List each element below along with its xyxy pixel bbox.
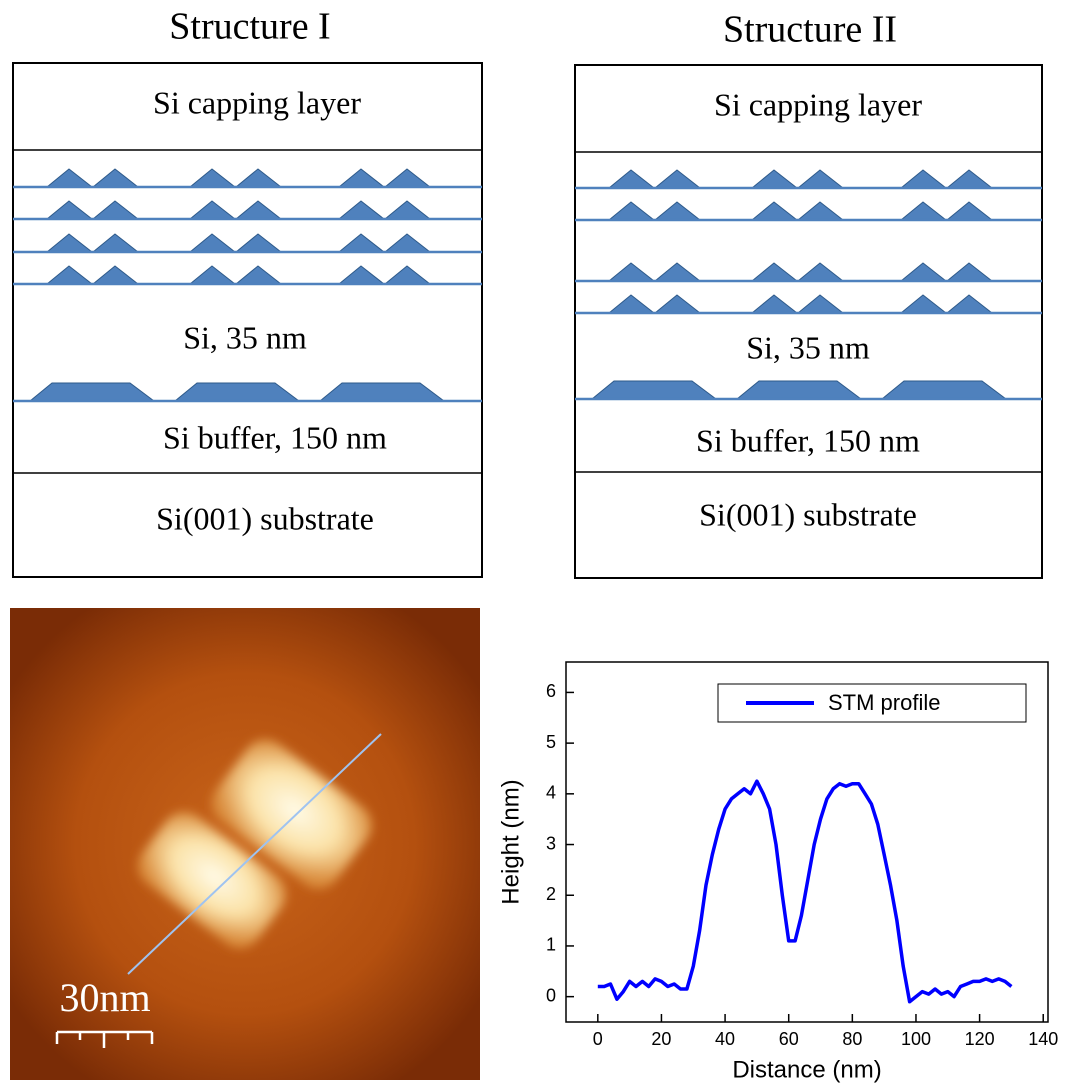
y-tick-label: 6 — [546, 681, 556, 701]
x-tick-label: 100 — [901, 1029, 931, 1049]
line-series — [598, 781, 1012, 1002]
dot — [93, 234, 138, 252]
layer-label: Si capping layer — [153, 84, 361, 120]
dot — [190, 169, 235, 187]
dot — [609, 295, 654, 313]
dot — [93, 266, 138, 284]
x-tick-label: 60 — [779, 1029, 799, 1049]
layer-label: Si buffer, 150 nm — [696, 422, 920, 458]
x-tick-label: 80 — [842, 1029, 862, 1049]
dot — [47, 169, 92, 187]
y-axis-label: Height (nm) — [497, 779, 524, 904]
dot — [609, 202, 654, 220]
dot — [385, 266, 430, 284]
dome — [320, 383, 444, 401]
y-tick-label: 4 — [546, 783, 556, 803]
dot — [947, 295, 992, 313]
dot — [655, 263, 700, 281]
dot — [752, 263, 797, 281]
dome — [30, 383, 154, 401]
line-chart: 0 20 40 60 80 100 120 140 0 1 2 3 4 5 6 Distance (nm) He… — [497, 662, 1058, 1083]
y-tick-label: 0 — [546, 985, 556, 1005]
dome — [882, 381, 1006, 399]
dot — [93, 169, 138, 187]
layer-label: Si(001) substrate — [156, 500, 374, 536]
layer-label: Si, 35 nm — [746, 329, 870, 365]
quantum-dots — [13, 169, 1042, 401]
x-tick-label: 120 — [965, 1029, 995, 1049]
dot — [947, 202, 992, 220]
dot — [901, 202, 946, 220]
dot — [339, 201, 384, 219]
dot — [47, 234, 92, 252]
structure-title: Structure I — [169, 6, 330, 48]
x-tick-label: 140 — [1028, 1029, 1058, 1049]
dot — [752, 202, 797, 220]
dot — [339, 266, 384, 284]
dot — [798, 170, 843, 188]
dot — [236, 234, 281, 252]
dot — [236, 169, 281, 187]
dot — [236, 266, 281, 284]
scale-label: 30nm — [59, 975, 150, 1020]
dot — [798, 263, 843, 281]
dot — [339, 169, 384, 187]
dot — [798, 202, 843, 220]
dot — [47, 266, 92, 284]
dot — [93, 201, 138, 219]
y-tick-label: 3 — [546, 833, 556, 853]
layer-label: Si, 35 nm — [183, 319, 307, 355]
dot — [947, 263, 992, 281]
stm-image: 30nm — [10, 608, 480, 1080]
dot — [947, 170, 992, 188]
dot — [752, 170, 797, 188]
structure-title: Structure II — [723, 9, 897, 51]
legend-label: STM profile — [828, 690, 940, 715]
x-tick-label: 0 — [593, 1029, 603, 1049]
layer-label: Si buffer, 150 nm — [163, 419, 387, 455]
layer-label: Si capping layer — [714, 86, 922, 122]
dot — [655, 170, 700, 188]
layer-label: Si(001) substrate — [699, 496, 917, 532]
dot — [609, 170, 654, 188]
dot — [339, 234, 384, 252]
dot — [901, 170, 946, 188]
dot — [901, 263, 946, 281]
x-tick-label: 40 — [715, 1029, 735, 1049]
dot — [190, 201, 235, 219]
dome — [737, 381, 861, 399]
y-tick-label: 5 — [546, 732, 556, 752]
dot — [655, 295, 700, 313]
x-axis-label: Distance (nm) — [732, 1056, 881, 1083]
y-tick-label: 1 — [546, 935, 556, 955]
x-tick-label: 20 — [651, 1029, 671, 1049]
dot — [752, 295, 797, 313]
dot — [385, 201, 430, 219]
y-tick-label: 2 — [546, 884, 556, 904]
dome — [175, 383, 299, 401]
dot — [798, 295, 843, 313]
dot — [47, 201, 92, 219]
dot — [385, 169, 430, 187]
dot — [236, 201, 281, 219]
dot — [190, 266, 235, 284]
dot — [190, 234, 235, 252]
figure: Structure I Si capping layer Si, 35 nm S… — [0, 0, 1079, 1086]
dot — [901, 295, 946, 313]
dot — [609, 263, 654, 281]
dot — [385, 234, 430, 252]
dome — [592, 381, 716, 399]
dot — [655, 202, 700, 220]
